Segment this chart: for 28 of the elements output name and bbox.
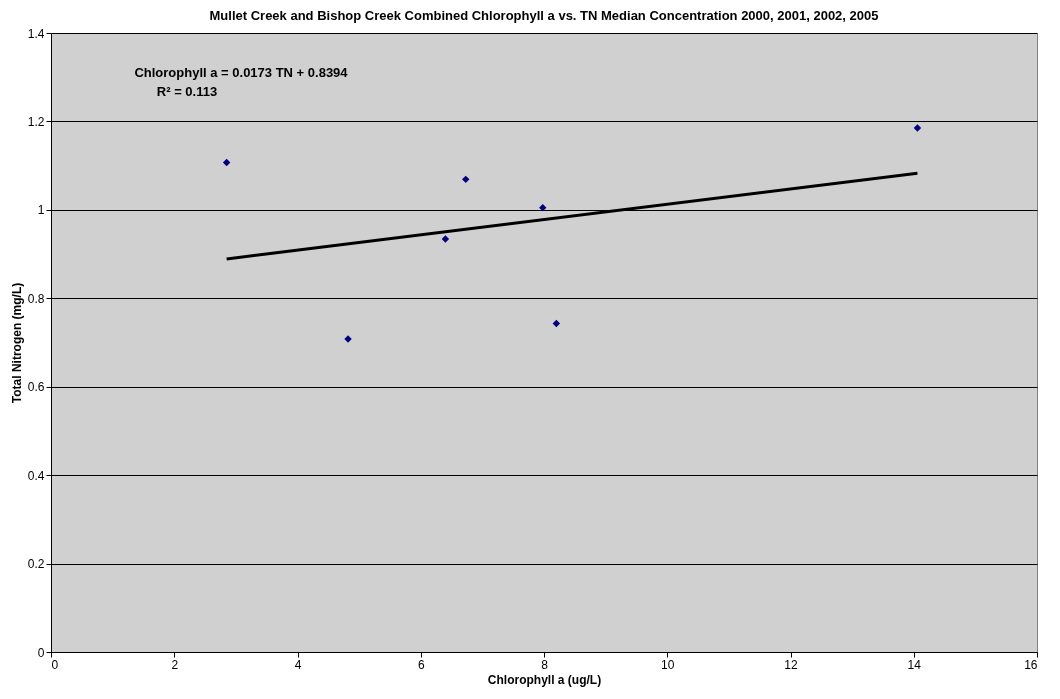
x-tick-label: 12 — [784, 657, 798, 672]
y-tick-label: 1.4 — [27, 26, 45, 41]
chart-title: Mullet Creek and Bishop Creek Combined Chlorophyll a vs. TN Median Concentration 2000, 2001, 2002, 2005 — [209, 8, 879, 23]
point — [539, 203, 547, 212]
x-tick-label: 4 — [294, 657, 302, 672]
point — [441, 235, 450, 243]
x-tick-label: 6 — [417, 657, 425, 672]
x-axis-title: Chlorophyll a (ug/L) — [487, 672, 602, 687]
x-tick-label: 10 — [661, 657, 675, 672]
point — [462, 175, 470, 184]
point — [913, 124, 922, 132]
annotation: Chlorophyll a = 0.0173 TN + 0.8394 — [134, 65, 349, 80]
point — [552, 319, 561, 328]
x-tick-label: 8 — [541, 657, 549, 672]
x-tick-label: 0 — [51, 657, 59, 672]
x-tick-label: 14 — [907, 657, 922, 672]
y-tick-label: 0.2 — [27, 557, 45, 572]
x-tick-label: 2 — [171, 657, 179, 672]
y-tick-label: 0.4 — [27, 468, 45, 483]
y-tick-label: 0.8 — [27, 291, 45, 306]
y-tick-label: 1 — [37, 203, 45, 218]
annotation: R² = 0.113 — [156, 84, 218, 99]
point — [222, 158, 231, 167]
y-axis-title: Total Nitrogen (mg/L) — [9, 282, 24, 404]
x-tick-label: 16 — [1024, 657, 1038, 672]
y-tick-label: 0.6 — [27, 380, 45, 395]
y-tick-label: 0 — [37, 645, 45, 660]
y-tick-label: 1.2 — [27, 114, 45, 129]
